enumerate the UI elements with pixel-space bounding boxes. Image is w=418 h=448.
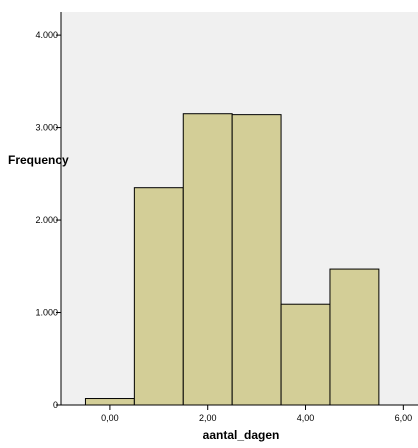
y-tick-label: 3.000 (35, 123, 58, 133)
x-tick-label: 4,00 (297, 413, 315, 423)
histogram-bar (231, 114, 282, 406)
y-tick-label: 1.000 (35, 308, 58, 318)
histogram-bar (84, 398, 135, 406)
x-tick-label: 0,00 (101, 413, 119, 423)
y-tick-label: 0 (53, 400, 58, 410)
y-tick-label: 4.000 (35, 30, 58, 40)
bars-group (84, 113, 380, 406)
x-tick-label: 6,00 (395, 413, 413, 423)
x-tick-label: 2,00 (199, 413, 217, 423)
histogram-bar (133, 187, 184, 406)
histogram-bar (329, 268, 380, 406)
y-tick-label: 2.000 (35, 215, 58, 225)
y-axis: 0 1.000 2.000 3.000 4.000 (35, 12, 62, 410)
x-axis-label: aantal_dagen (203, 428, 280, 442)
histogram-bar (280, 303, 331, 406)
y-axis-label: Frequency (8, 153, 69, 167)
x-axis: 0,00 2,00 4,00 6,00 (61, 404, 418, 423)
histogram-bar (182, 113, 233, 406)
